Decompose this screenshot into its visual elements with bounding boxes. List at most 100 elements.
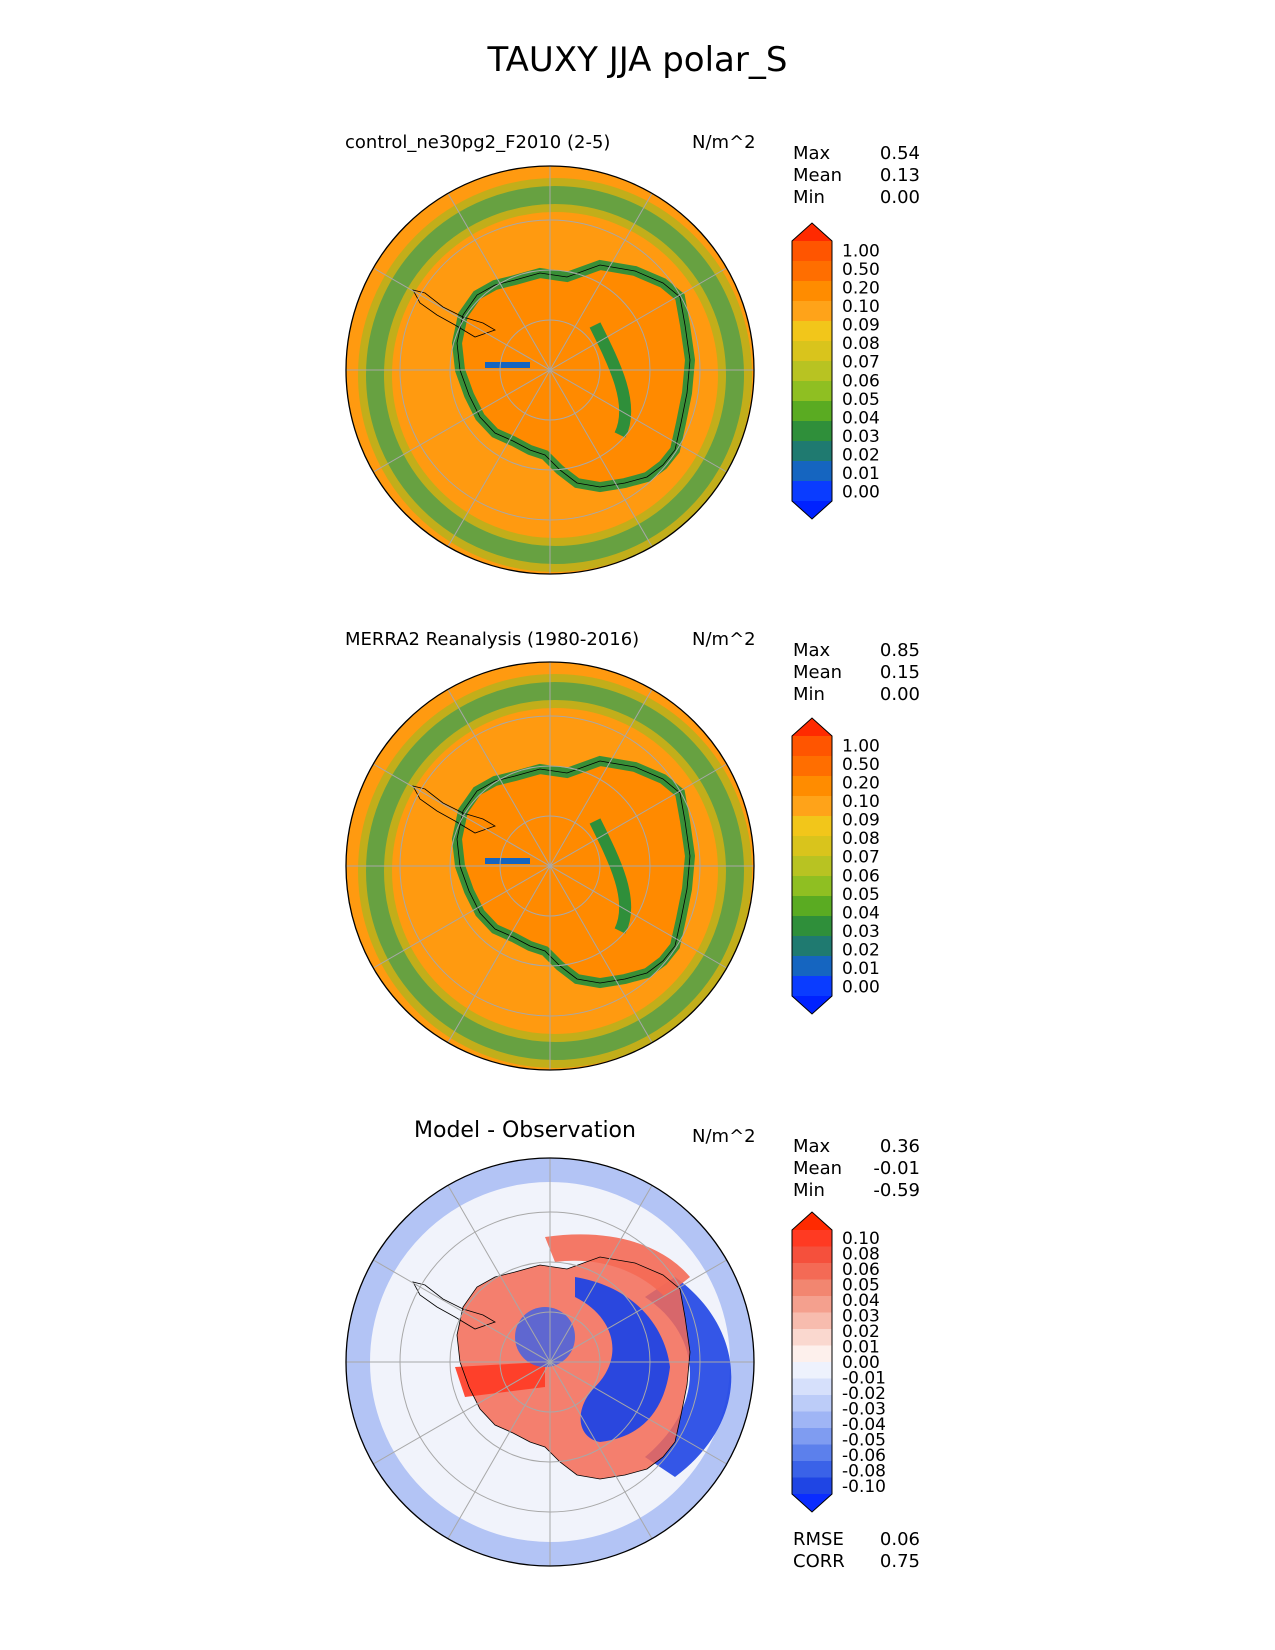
colorbar-segment	[792, 321, 832, 342]
stat-value: 0.00	[879, 684, 920, 705]
colorbar-tick-label: 0.01	[842, 1337, 880, 1357]
colorbar-tick-label: -0.08	[842, 1462, 886, 1482]
colorbar-segment	[792, 1395, 832, 1413]
colorbar-segment	[792, 956, 832, 977]
field-neg-region	[645, 1277, 732, 1477]
colorbar-outline	[791, 1211, 833, 1513]
panel-metrics: RMSE 0.06 CORR 0.75	[793, 1529, 920, 1573]
colorbar: 0.100.080.060.050.040.030.020.010.00-0.0…	[791, 1211, 886, 1513]
panel-stats: Max 0.36 Mean -0.01 Min -0.59	[793, 1136, 920, 1202]
colorbar-tick-label: 0.08	[842, 829, 880, 849]
colorbar-segment	[792, 441, 832, 462]
stat-value: -0.59	[873, 1180, 920, 1201]
colorbar-tick-label: 0.03	[842, 922, 880, 942]
colorbar-tick-label: -0.06	[842, 1446, 886, 1466]
field-ring-mid	[358, 674, 752, 1068]
polar-map	[345, 1157, 755, 1567]
polar-map	[345, 165, 755, 575]
colorbar-segment	[792, 796, 832, 817]
field-pos-region	[455, 1362, 545, 1397]
colorbar-tick-label: 0.05	[842, 1275, 880, 1295]
colorbar-segment	[792, 361, 832, 382]
colorbar-tick-label: 0.05	[842, 885, 880, 905]
meridian-line	[373, 1259, 727, 1465]
stat-label: Mean	[793, 1158, 843, 1179]
map-boundary	[345, 1157, 755, 1567]
stat-value: 0.13	[879, 165, 920, 186]
colorbar-tick-label: 0.50	[842, 260, 880, 280]
panel-units: N/m^2	[692, 132, 756, 153]
metric-value: 0.06	[879, 1529, 920, 1550]
colorbar-segment	[792, 776, 832, 797]
panel-title: control_ne30pg2_F2010 (2-5)	[345, 132, 611, 153]
colorbar-segment	[792, 876, 832, 897]
colorbar-tick-label: 0.08	[842, 334, 880, 354]
stat-value: -0.01	[873, 1158, 920, 1179]
stat-label: Min	[793, 187, 825, 208]
colorbar-tick-label: 0.07	[842, 353, 880, 373]
coastline	[412, 1281, 496, 1330]
colorbar-tick-label: 0.10	[842, 297, 880, 317]
stat-label: Max	[793, 640, 831, 661]
colorbar-outline	[791, 222, 833, 520]
colorbar-tick-label: -0.01	[842, 1369, 886, 1389]
colorbar-segment	[792, 976, 832, 997]
colorbar-segment	[792, 736, 832, 757]
colorbar-segment	[792, 856, 832, 877]
colorbar-segment	[792, 756, 832, 777]
colorbar-tick-label: 1.00	[842, 241, 880, 261]
map-boundary	[345, 661, 755, 1071]
colorbar-extend-max	[792, 718, 832, 736]
figure-title: TAUXY JJA polar_S	[487, 40, 788, 80]
colorbar-segment	[792, 1263, 832, 1281]
colorbar-segment	[792, 896, 832, 917]
field-streak	[589, 818, 632, 934]
colorbar-tick-label: 0.00	[842, 978, 880, 998]
colorbar-extend-max	[792, 223, 832, 241]
coastline	[456, 1256, 691, 1480]
colorbar-tick-label: -0.04	[842, 1415, 886, 1435]
stat-label: Max	[793, 1136, 831, 1157]
field-neg-region	[515, 1307, 575, 1367]
map-boundary	[345, 165, 755, 575]
colorbar-tick-label: 0.01	[842, 959, 880, 979]
colorbar-tick-label: 0.08	[842, 1244, 880, 1264]
colorbar-segment	[792, 401, 832, 422]
colorbar-extend-min	[792, 996, 832, 1014]
colorbar-tick-label: 0.06	[842, 1260, 880, 1280]
metric-label: RMSE	[793, 1529, 844, 1550]
panel-title: MERRA2 Reanalysis (1980-2016)	[345, 629, 640, 650]
colorbar-segment	[792, 1246, 832, 1264]
meridian-line	[373, 267, 727, 473]
colorbar-tick-label: 0.04	[842, 408, 880, 428]
colorbar-tick-label: 0.20	[842, 773, 880, 793]
colorbar-segment	[792, 1461, 832, 1479]
colorbar-segment	[792, 421, 832, 442]
colorbar-outline	[791, 717, 833, 1015]
panel-stats: Max 0.54 Mean 0.13 Min 0.00	[793, 143, 920, 209]
colorbar-tick-label: 0.06	[842, 866, 880, 886]
coastline	[456, 760, 691, 984]
colorbar-segment	[792, 916, 832, 937]
meridian-line	[373, 763, 727, 969]
colorbar-segment	[792, 301, 832, 322]
coastline	[456, 264, 691, 488]
colorbar-tick-label: -0.02	[842, 1384, 886, 1404]
colorbar-extend-min	[792, 1494, 832, 1512]
colorbar-tick-label: 0.09	[842, 811, 880, 831]
coastline	[412, 785, 496, 834]
stat-label: Mean	[793, 165, 843, 186]
colorbar-tick-label: -0.03	[842, 1400, 886, 1420]
colorbar-segment	[792, 461, 832, 482]
colorbar-extend-max	[792, 1212, 832, 1230]
colorbar-tick-label: 0.06	[842, 371, 880, 391]
panel-stats: Max 0.85 Mean 0.15 Min 0.00	[793, 640, 920, 706]
colorbar-tick-label: 0.03	[842, 1306, 880, 1326]
metric-value: 0.75	[879, 1551, 920, 1572]
panel-title: Model - Observation	[414, 1118, 636, 1143]
colorbar-extend-min	[792, 501, 832, 519]
colorbar-segment	[792, 381, 832, 402]
stat-value: 0.36	[879, 1136, 920, 1157]
colorbar-segment	[792, 1477, 832, 1495]
stat-label: Min	[793, 1180, 825, 1201]
